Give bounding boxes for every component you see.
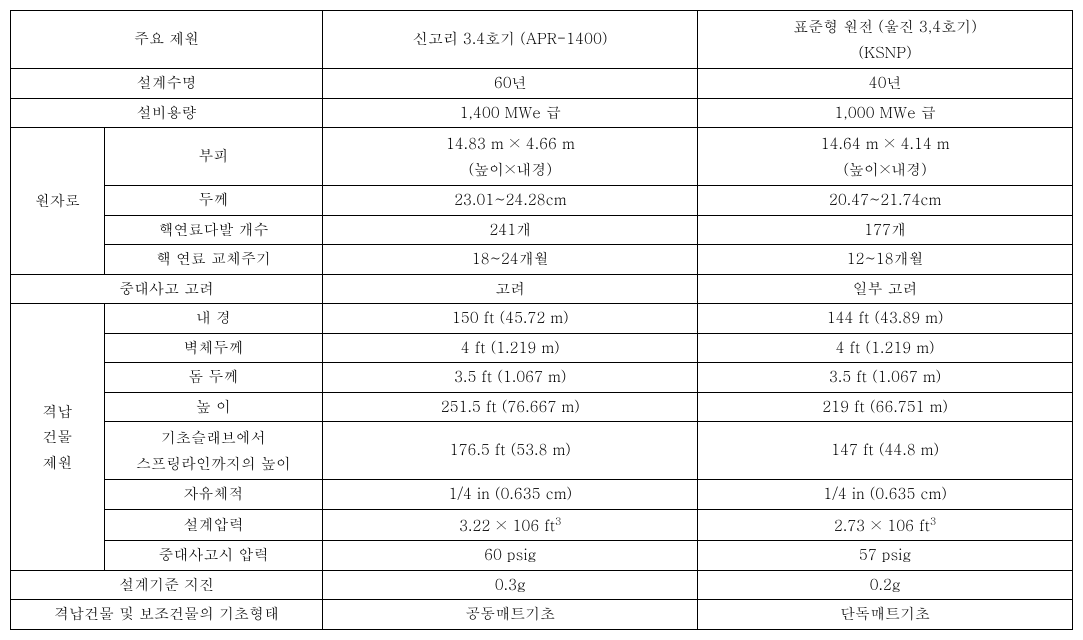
row-severe-label: 중대사고 고려 <box>11 274 323 304</box>
header-plant-b-line1: 표준형 원전 (울진 3,4호기) <box>793 16 977 37</box>
row-designquake-label: 설계기준 지진 <box>11 570 323 600</box>
row-designquake-b: 0.2g <box>698 570 1073 600</box>
row-fuelcycle-b: 12~18개월 <box>698 245 1073 275</box>
row-innerdia-label: 내 경 <box>104 304 323 334</box>
table-row: 원자로 부피 14.83 m × 4.66 m (높이×내경) 14.64 m … <box>11 128 1073 186</box>
table-row: 격납건물 및 보조건물의 기초형태 공동매트기초 단독매트기초 <box>11 600 1073 630</box>
table-row: 핵연료다발 개수 241개 177개 <box>11 215 1073 245</box>
header-plant-b-line2: (KSNP) <box>858 42 911 63</box>
row-springline-label-l1: 기초슬래브에서 <box>161 427 266 448</box>
row-design-life-label: 설계수명 <box>11 69 323 99</box>
row-designpress-label: 설계압력 <box>104 509 323 541</box>
row-thickness-a: 23.01~24.28cm <box>323 186 698 216</box>
row-fuelcycle-label: 핵 연료 교체주기 <box>104 245 323 275</box>
row-springline-label: 기초슬래브에서 스프링라인까지의 높이 <box>104 422 323 480</box>
row-designpress-a-pre: 3.22 × 106 ft <box>459 515 555 536</box>
row-designquake-a: 0.3g <box>323 570 698 600</box>
group-containment-l3: 제원 <box>42 452 72 473</box>
row-volume-b: 14.64 m × 4.14 m (높이×내경) <box>698 128 1073 186</box>
row-accidentpress-b: 57 psig <box>698 541 1073 571</box>
row-fuelcycle-a: 18~24개월 <box>323 245 698 275</box>
row-fuelcount-label: 핵연료다발 개수 <box>104 215 323 245</box>
row-volume-b-line1: 14.64 m × 4.14 m <box>821 133 950 154</box>
row-designpress-b-sup: 3 <box>930 513 936 528</box>
row-foundation-label: 격납건물 및 보조건물의 기초형태 <box>11 600 323 630</box>
row-fuelcount-a: 241개 <box>323 215 698 245</box>
table-row: 핵 연료 교체주기 18~24개월 12~18개월 <box>11 245 1073 275</box>
table-row: 격납 건물 제원 내 경 150 ft (45.72 m) 144 ft (43… <box>11 304 1073 334</box>
row-foundation-b: 단독매트기초 <box>698 600 1073 630</box>
table-row: 기초슬래브에서 스프링라인까지의 높이 176.5 ft (53.8 m) 14… <box>11 422 1073 480</box>
group-containment: 격납 건물 제원 <box>11 304 105 571</box>
row-foundation-a: 공동매트기초 <box>323 600 698 630</box>
row-springline-b: 147 ft (44.8 m) <box>698 422 1073 480</box>
table-row: 두께 23.01~24.28cm 20.47~21.74cm <box>11 186 1073 216</box>
row-volume-a-line2: (높이×내경) <box>469 159 553 180</box>
row-designpress-b: 2.73 × 106 ft3 <box>698 509 1073 541</box>
group-containment-l1: 격납 <box>42 401 72 422</box>
header-plant-b: 표준형 원전 (울진 3,4호기) (KSNP) <box>698 11 1073 69</box>
row-freevol-b: 1/4 in (0.635 cm) <box>698 480 1073 510</box>
table-row: 중대사고 고려 고려 일부 고려 <box>11 274 1073 304</box>
row-designpress-a-sup: 3 <box>555 513 561 528</box>
row-accidentpress-a: 60 psig <box>323 541 698 571</box>
row-severe-b: 일부 고려 <box>698 274 1073 304</box>
row-thickness-b: 20.47~21.74cm <box>698 186 1073 216</box>
group-reactor: 원자로 <box>11 128 105 275</box>
row-accidentpress-label: 중대사고시 압력 <box>104 541 323 571</box>
row-design-life-a: 60년 <box>323 69 698 99</box>
table-row: 설계압력 3.22 × 106 ft3 2.73 × 106 ft3 <box>11 509 1073 541</box>
row-springline-a: 176.5 ft (53.8 m) <box>323 422 698 480</box>
table-row: 설계기준 지진 0.3g 0.2g <box>11 570 1073 600</box>
row-domethick-label: 돔 두께 <box>104 363 323 393</box>
row-designpress-b-pre: 2.73 × 106 ft <box>834 515 930 536</box>
row-freevol-a: 1/4 in (0.635 cm) <box>323 480 698 510</box>
table-row: 중대사고시 압력 60 psig 57 psig <box>11 541 1073 571</box>
row-height-b: 219 ft (66.751 m) <box>698 392 1073 422</box>
row-wallthick-label: 벽체두께 <box>104 333 323 363</box>
row-design-life-b: 40년 <box>698 69 1073 99</box>
header-spec: 주요 제원 <box>11 11 323 69</box>
group-containment-l2: 건물 <box>42 426 72 447</box>
row-designpress-a: 3.22 × 106 ft3 <box>323 509 698 541</box>
header-plant-a: 신고리 3.4호기 (APR-1400) <box>323 11 698 69</box>
row-domethick-b: 3.5 ft (1.067 m) <box>698 363 1073 393</box>
row-height-label: 높 이 <box>104 392 323 422</box>
spec-comparison-table: 주요 제원 신고리 3.4호기 (APR-1400) 표준형 원전 (울진 3,… <box>10 10 1073 630</box>
row-wallthick-a: 4 ft (1.219 m) <box>323 333 698 363</box>
row-fuelcount-b: 177개 <box>698 215 1073 245</box>
row-springline-label-l2: 스프링라인까지의 높이 <box>136 453 291 474</box>
row-capacity-label: 설비용량 <box>11 98 323 128</box>
row-volume-a-line1: 14.83 m × 4.66 m <box>446 133 575 154</box>
row-volume-b-line2: (높이×내경) <box>843 159 927 180</box>
table-row: 높 이 251.5 ft (76.667 m) 219 ft (66.751 m… <box>11 392 1073 422</box>
table-row: 돔 두께 3.5 ft (1.067 m) 3.5 ft (1.067 m) <box>11 363 1073 393</box>
table-header-row: 주요 제원 신고리 3.4호기 (APR-1400) 표준형 원전 (울진 3,… <box>11 11 1073 69</box>
row-thickness-label: 두께 <box>104 186 323 216</box>
table-row: 설비용량 1,400 MWe 급 1,000 MWe 급 <box>11 98 1073 128</box>
row-severe-a: 고려 <box>323 274 698 304</box>
table-row: 설계수명 60년 40년 <box>11 69 1073 99</box>
table-row: 자유체적 1/4 in (0.635 cm) 1/4 in (0.635 cm) <box>11 480 1073 510</box>
row-capacity-a: 1,400 MWe 급 <box>323 98 698 128</box>
row-innerdia-b: 144 ft (43.89 m) <box>698 304 1073 334</box>
row-domethick-a: 3.5 ft (1.067 m) <box>323 363 698 393</box>
row-volume-label: 부피 <box>104 128 323 186</box>
row-freevol-label: 자유체적 <box>104 480 323 510</box>
row-capacity-b: 1,000 MWe 급 <box>698 98 1073 128</box>
row-wallthick-b: 4 ft (1.219 m) <box>698 333 1073 363</box>
table-row: 벽체두께 4 ft (1.219 m) 4 ft (1.219 m) <box>11 333 1073 363</box>
row-innerdia-a: 150 ft (45.72 m) <box>323 304 698 334</box>
row-height-a: 251.5 ft (76.667 m) <box>323 392 698 422</box>
row-volume-a: 14.83 m × 4.66 m (높이×내경) <box>323 128 698 186</box>
